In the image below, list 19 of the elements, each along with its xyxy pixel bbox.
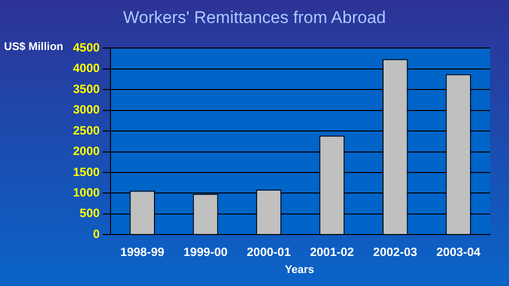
chart-title: Workers' Remittances from Abroad [122,8,387,28]
y-tick-label: 2000 [72,144,100,158]
y-tick-label: 4000 [72,61,100,76]
x-axis-title: Years [284,264,316,276]
y-tick-label: 3500 [72,82,100,96]
x-tick-label: 2002-03 [373,245,418,260]
y-tick-label: 500 [80,206,100,220]
x-tick-label: 2000-01 [246,245,292,260]
y-tick-label: 2500 [72,123,100,138]
y-tick-label: 0 [93,226,100,241]
x-tick-label: 1999-00 [184,245,228,260]
y-tick-label: 3000 [72,102,100,117]
y-tick-label: 4500 [72,40,100,55]
x-tick-label: 1998-99 [120,245,165,260]
x-tick-label: 2001-02 [310,245,354,260]
y-tick-label: 1000 [72,185,100,200]
y-tick-label: 1500 [72,164,100,179]
y-axis-title: US$ Million [4,41,64,53]
x-tick-label: 2003-04 [436,245,481,260]
